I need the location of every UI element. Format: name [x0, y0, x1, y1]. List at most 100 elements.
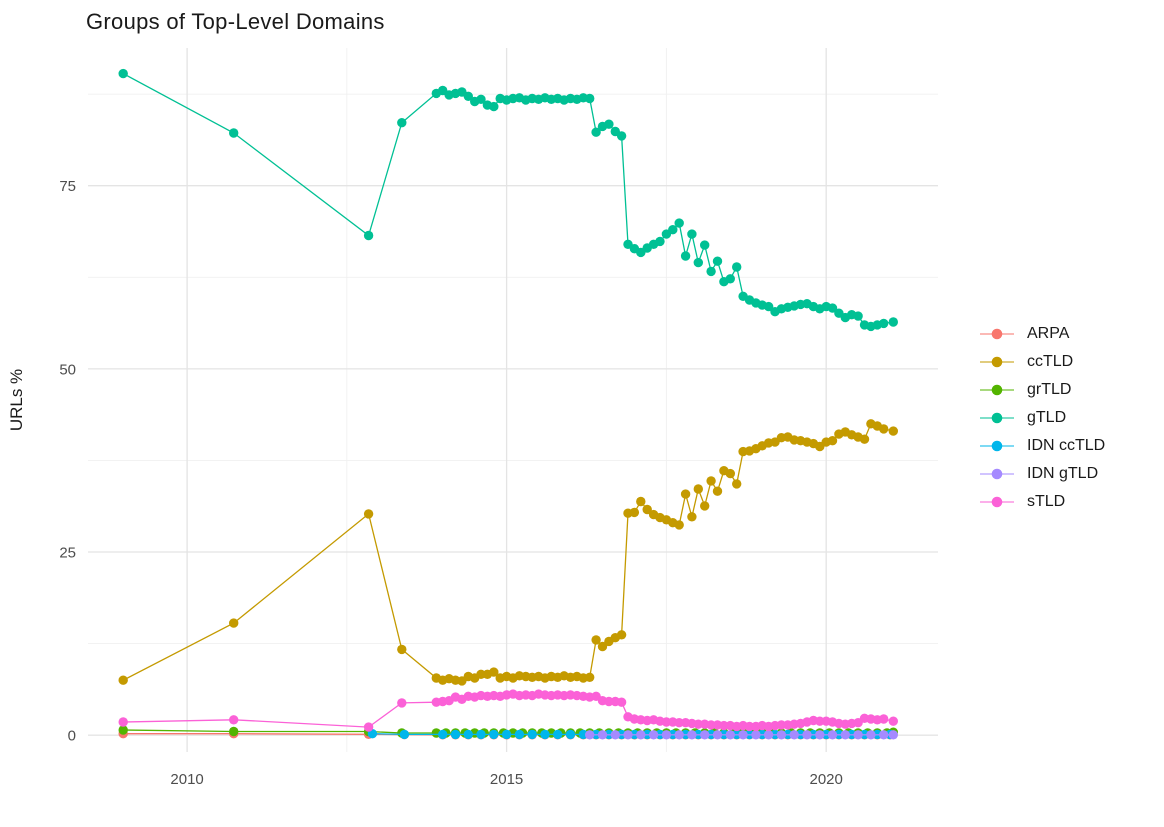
- data-point: [693, 484, 703, 494]
- data-point: [763, 301, 774, 312]
- data-point: [687, 229, 697, 239]
- legend-item-label: IDN ccTLD: [1027, 437, 1106, 454]
- data-point: [629, 507, 640, 518]
- data-point: [655, 236, 665, 247]
- legend-item-label: gTLD: [1027, 409, 1067, 426]
- data-point: [789, 730, 799, 740]
- legend-item: IDN ccTLD: [978, 432, 1105, 460]
- y-tick-label: 0: [68, 728, 76, 745]
- data-point: [399, 729, 410, 740]
- data-point: [476, 94, 486, 105]
- data-point: [725, 274, 735, 284]
- data-point: [229, 618, 239, 628]
- data-point: [118, 68, 128, 79]
- data-point: [661, 730, 672, 740]
- data-point: [827, 436, 838, 446]
- legend-key-icon: [980, 468, 1014, 480]
- data-point: [610, 730, 620, 740]
- y-axis-title: URLs %: [7, 369, 26, 431]
- legend-key-icon: [980, 440, 1014, 452]
- legend-key-dot: [991, 356, 1003, 368]
- legend-item: sTLD: [978, 488, 1105, 516]
- legend-key-icon: [980, 356, 1014, 368]
- data-point: [118, 725, 128, 735]
- data-point: [888, 317, 898, 327]
- data-point: [668, 225, 678, 235]
- data-point: [565, 729, 576, 740]
- data-point: [616, 131, 627, 141]
- x-tick-label: 2020: [810, 771, 843, 788]
- series-line: [122, 73, 894, 328]
- data-point: [527, 729, 537, 740]
- data-point: [879, 424, 889, 434]
- legend-key-dot: [991, 384, 1003, 396]
- data-point: [866, 730, 876, 740]
- series-idn-gtld: [585, 730, 898, 740]
- legend-key-dot: [991, 468, 1003, 480]
- data-point: [463, 729, 473, 740]
- data-point: [712, 730, 723, 740]
- data-point: [118, 717, 128, 727]
- data-point: [859, 434, 870, 444]
- data-point: [700, 240, 710, 250]
- data-point: [680, 251, 691, 261]
- data-point: [489, 101, 499, 112]
- data-point: [642, 504, 652, 515]
- legend-key-icon: [980, 412, 1014, 424]
- data-point: [616, 630, 627, 640]
- series-gtld: [118, 68, 898, 332]
- y-tick-label: 75: [59, 178, 76, 195]
- data-point: [623, 730, 633, 740]
- data-point: [397, 698, 407, 708]
- data-point: [700, 730, 710, 740]
- y-tick-label: 50: [59, 361, 76, 378]
- legend-key-dot: [991, 440, 1003, 452]
- data-point: [674, 218, 684, 228]
- legend-item: ccTLD: [978, 348, 1105, 376]
- data-point: [229, 128, 239, 138]
- legend-key-dot: [991, 412, 1003, 424]
- data-point: [827, 303, 838, 313]
- data-point: [229, 726, 239, 737]
- data-point: [712, 486, 723, 496]
- data-point: [463, 91, 473, 102]
- data-point: [888, 730, 898, 740]
- legend-item-label: IDN gTLD: [1027, 465, 1099, 482]
- data-point: [363, 722, 374, 732]
- data-point: [853, 730, 863, 740]
- data-point: [763, 730, 774, 740]
- legend-key-icon: [980, 384, 1014, 396]
- data-point: [397, 644, 407, 655]
- data-point: [888, 426, 898, 436]
- data-point: [732, 479, 742, 489]
- data-point: [514, 729, 525, 740]
- data-point: [540, 729, 550, 740]
- data-point: [363, 230, 374, 241]
- legend-key-icon: [980, 496, 1014, 508]
- data-point: [840, 730, 850, 740]
- data-point: [597, 730, 608, 740]
- data-point: [229, 715, 239, 725]
- data-point: [738, 730, 748, 740]
- series-cctld: [118, 419, 898, 686]
- data-point: [501, 729, 512, 740]
- axis-labels: 0 25 50 75 2010 2015 2020: [59, 178, 843, 788]
- legend-key-icon: [980, 328, 1014, 340]
- data-point: [585, 730, 595, 740]
- data-point: [706, 476, 716, 486]
- data-point: [636, 730, 646, 740]
- legend-item: IDN gTLD: [978, 460, 1105, 488]
- data-point: [827, 730, 838, 740]
- data-point: [636, 496, 646, 507]
- data-point: [591, 127, 601, 137]
- data-point: [604, 119, 614, 129]
- data-point: [674, 730, 684, 740]
- legend-item-label: grTLD: [1027, 381, 1072, 398]
- data-point: [438, 729, 448, 740]
- data-point: [616, 697, 627, 707]
- data-point: [732, 262, 742, 272]
- legend-item-label: ccTLD: [1027, 353, 1074, 370]
- data-point: [712, 256, 723, 266]
- legend-item: grTLD: [978, 376, 1105, 404]
